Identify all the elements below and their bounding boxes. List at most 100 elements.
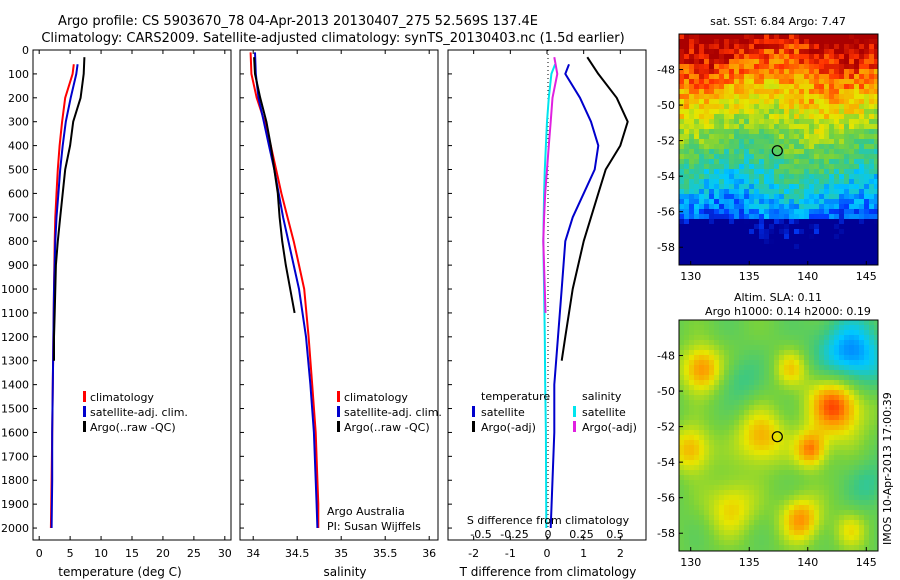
heatmap-cell	[689, 445, 695, 451]
heatmap-cell	[834, 465, 840, 471]
heatmap-cell	[734, 129, 740, 135]
heatmap-cell	[849, 515, 855, 521]
heatmap-cell	[874, 530, 878, 536]
heatmap-cell	[829, 124, 835, 130]
heatmap-cell	[854, 229, 860, 235]
heatmap-cell	[829, 219, 835, 225]
heatmap-cell	[799, 169, 805, 175]
heatmap-cell	[804, 420, 810, 426]
heatmap-cell	[734, 214, 740, 220]
map-y-tick-label: -58	[657, 527, 675, 540]
heatmap-cell	[729, 74, 735, 80]
heatmap-cell	[874, 455, 878, 461]
heatmap-cell	[744, 465, 750, 471]
heatmap-cell	[779, 199, 785, 205]
heatmap-cell	[699, 390, 705, 396]
heatmap-cell	[729, 99, 735, 105]
heatmap-cell	[854, 460, 860, 466]
heatmap-cell	[804, 214, 810, 220]
heatmap-cell	[759, 330, 765, 336]
heatmap-cell	[859, 335, 865, 341]
heatmap-cell	[869, 530, 875, 536]
heatmap-cell	[734, 114, 740, 120]
heatmap-cell	[874, 44, 878, 50]
heatmap-cell	[869, 495, 875, 501]
heatmap-cell	[689, 259, 695, 265]
heatmap-cell	[774, 154, 780, 160]
heatmap-cell	[824, 325, 830, 331]
heatmap-cell	[679, 345, 685, 351]
heatmap-cell	[874, 149, 878, 155]
heatmap-cell	[739, 430, 745, 436]
heatmap-cell	[694, 139, 700, 145]
heatmap-cell	[714, 194, 720, 200]
heatmap-cell	[694, 174, 700, 180]
heatmap-cell	[789, 410, 795, 416]
heatmap-cell	[774, 440, 780, 446]
heatmap-cell	[864, 159, 870, 165]
heatmap-cell	[699, 425, 705, 431]
heatmap-cell	[784, 380, 790, 386]
heatmap-cell	[694, 234, 700, 240]
heatmap-cell	[704, 139, 710, 145]
heatmap-cell	[814, 104, 820, 110]
heatmap-cell	[719, 350, 725, 356]
heatmap-cell	[774, 450, 780, 456]
heatmap-cell	[724, 54, 730, 60]
heatmap-cell	[709, 214, 715, 220]
heatmap-cell	[714, 94, 720, 100]
heatmap-cell	[774, 169, 780, 175]
heatmap-cell	[749, 89, 755, 95]
legend-label-s-satellite: satellite	[582, 406, 626, 419]
heatmap-cell	[869, 154, 875, 160]
heatmap-cell	[834, 129, 840, 135]
heatmap-cell	[799, 74, 805, 80]
heatmap-cell	[784, 375, 790, 381]
heatmap-cell	[704, 510, 710, 516]
heatmap-cell	[844, 119, 850, 125]
heatmap-cell	[809, 44, 815, 50]
heatmap-cell	[869, 209, 875, 215]
heatmap-cell	[819, 239, 825, 245]
heatmap-cell	[724, 515, 730, 521]
heatmap-cell	[679, 214, 685, 220]
heatmap-cell	[699, 84, 705, 90]
heatmap-cell	[844, 350, 850, 356]
heatmap-cell	[719, 380, 725, 386]
heatmap-cell	[824, 74, 830, 80]
legend-label-t-argo: Argo(-adj)	[481, 421, 536, 434]
heatmap-cell	[739, 395, 745, 401]
heatmap-cell	[759, 174, 765, 180]
heatmap-cell	[819, 49, 825, 55]
heatmap-cell	[759, 159, 765, 165]
heatmap-cell	[744, 44, 750, 50]
heatmap-cell	[724, 460, 730, 466]
heatmap-cell	[814, 134, 820, 140]
heatmap-cell	[784, 330, 790, 336]
heatmap-cell	[829, 350, 835, 356]
heatmap-cell	[699, 360, 705, 366]
heatmap-cell	[864, 179, 870, 185]
heatmap-cell	[724, 480, 730, 486]
heatmap-cell	[774, 224, 780, 230]
heatmap-cell	[719, 425, 725, 431]
heatmap-cell	[814, 465, 820, 471]
heatmap-cell	[714, 475, 720, 481]
heatmap-cell	[749, 350, 755, 356]
heatmap-cell	[784, 124, 790, 130]
heatmap-cell	[834, 335, 840, 341]
sst-map-frame	[678, 33, 879, 266]
heatmap-cell	[714, 520, 720, 526]
heatmap-cell	[824, 179, 830, 185]
heatmap-cell	[799, 39, 805, 45]
heatmap-cell	[849, 440, 855, 446]
heatmap-cell	[829, 410, 835, 416]
heatmap-cell	[829, 530, 835, 536]
heatmap-cell	[684, 174, 690, 180]
heatmap-cell	[794, 54, 800, 60]
heatmap-cell	[834, 415, 840, 421]
heatmap-cell	[849, 174, 855, 180]
heatmap-cell	[769, 254, 775, 260]
heatmap-cell	[814, 500, 820, 506]
heatmap-cell	[739, 234, 745, 240]
